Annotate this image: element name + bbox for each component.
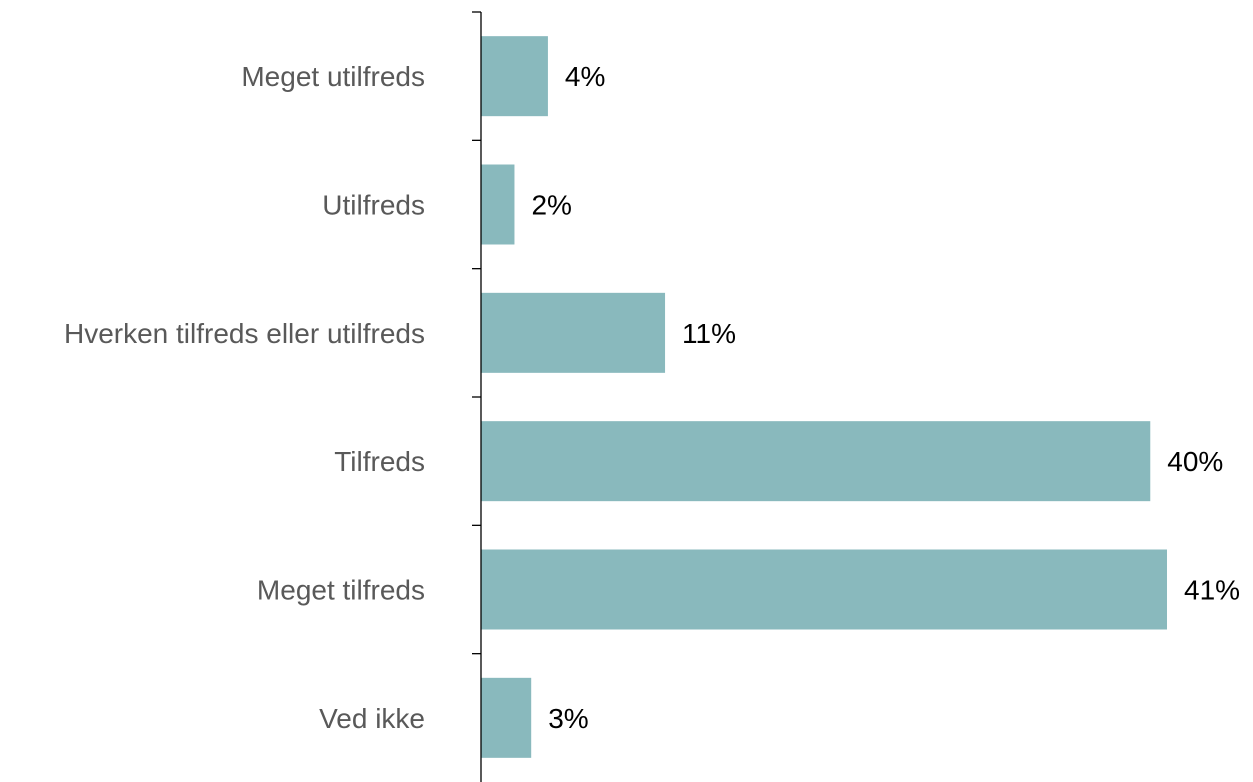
bar-4 <box>481 421 1151 502</box>
bar-6 <box>481 677 532 758</box>
category-labels: Meget utilfreds Utilfreds Hverken tilfreds… <box>64 61 425 734</box>
category-label: Meget tilfreds <box>257 575 425 606</box>
category-label: Tilfreds <box>334 446 425 477</box>
category-label: Hverken tilfreds eller utilfreds <box>64 318 425 349</box>
bar-5 <box>481 549 1167 630</box>
bar-1 <box>481 36 548 117</box>
value-label: 2% <box>531 190 571 221</box>
value-label: 41% <box>1184 575 1240 606</box>
bars-group <box>481 36 1167 758</box>
category-label: Utilfreds <box>322 190 425 221</box>
value-label: 3% <box>548 703 588 734</box>
y-axis <box>472 11 482 782</box>
value-label: 40% <box>1167 446 1223 477</box>
category-label: Meget utilfreds <box>241 61 425 92</box>
value-label: 4% <box>565 61 605 92</box>
value-labels: 4% 2% 11% 40% 41% 3% <box>531 61 1240 734</box>
bar-3 <box>481 292 666 373</box>
category-label: Ved ikke <box>319 703 425 734</box>
value-label: 11% <box>682 318 736 349</box>
bar-2 <box>481 164 515 245</box>
